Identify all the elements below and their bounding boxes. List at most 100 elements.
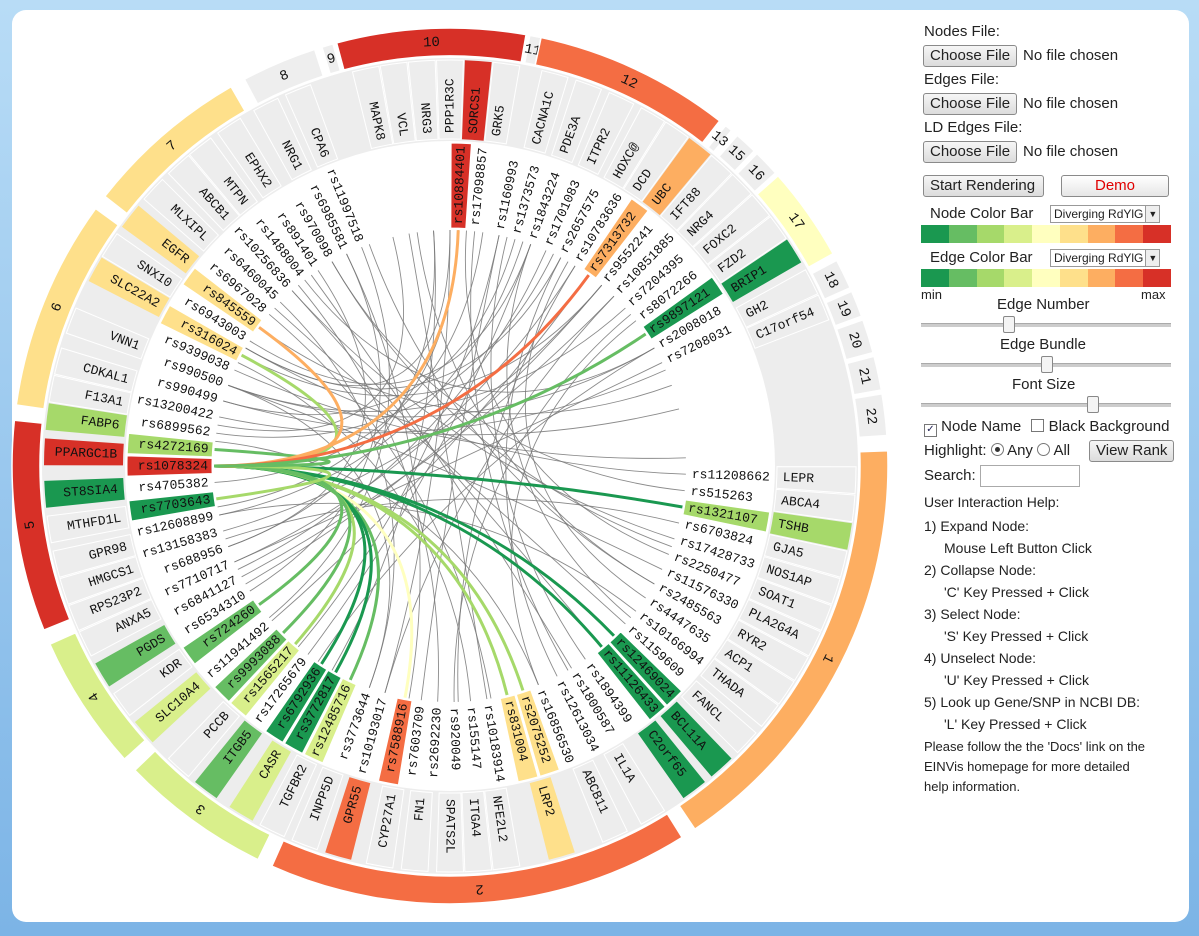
gene-node[interactable] — [642, 137, 711, 216]
snp-node[interactable] — [642, 592, 725, 656]
view-rank-button[interactable]: View Rank — [1089, 440, 1175, 462]
gene-node[interactable] — [638, 720, 705, 799]
chromosome-segment[interactable] — [736, 152, 777, 193]
gene-node[interactable] — [572, 759, 629, 843]
snp-node[interactable] — [667, 547, 754, 598]
gene-node[interactable] — [659, 154, 733, 232]
snp-node[interactable] — [128, 491, 217, 522]
edge[interactable] — [465, 230, 669, 555]
snp-node[interactable] — [377, 697, 413, 786]
snp-node[interactable] — [150, 324, 237, 377]
snp-node[interactable] — [213, 628, 288, 703]
chromosome-segment[interactable] — [810, 259, 852, 301]
gene-node[interactable] — [365, 785, 405, 869]
gene-node[interactable] — [229, 740, 291, 821]
gene-node[interactable] — [707, 215, 787, 284]
edge[interactable] — [331, 261, 672, 548]
chromosome-segment[interactable] — [853, 392, 888, 439]
chromosome-segment[interactable] — [15, 207, 120, 410]
font-size-slider[interactable] — [921, 396, 1171, 413]
snp-node[interactable] — [479, 699, 512, 788]
snp-node[interactable] — [682, 499, 771, 533]
gene-node[interactable] — [436, 59, 464, 140]
gene-node[interactable] — [101, 233, 183, 298]
edge[interactable] — [274, 307, 626, 625]
edge-color-scheme-select[interactable]: Diverging RdYlG ▼ — [1050, 249, 1161, 267]
edge[interactable] — [524, 261, 646, 599]
snp-node[interactable] — [685, 482, 773, 511]
snp-node[interactable] — [621, 618, 698, 691]
gene-node[interactable] — [121, 205, 200, 274]
highlight-any-radio[interactable] — [990, 443, 1004, 456]
highlight-all-radio[interactable] — [1037, 443, 1051, 456]
snp-node[interactable] — [609, 631, 683, 706]
chromosome-segment[interactable] — [825, 290, 863, 327]
snp-node[interactable] — [583, 198, 649, 279]
snp-node[interactable] — [298, 170, 354, 257]
edge[interactable] — [271, 274, 590, 622]
gene-node[interactable] — [325, 777, 371, 860]
gene-node[interactable] — [143, 178, 220, 252]
black-background-checkbox[interactable] — [1031, 419, 1045, 432]
snp-node[interactable] — [136, 523, 225, 566]
gene-node[interactable] — [700, 657, 779, 728]
edge[interactable] — [416, 232, 655, 585]
snp-node[interactable] — [126, 432, 214, 458]
snp-node[interactable] — [462, 701, 489, 790]
edge[interactable] — [490, 236, 586, 660]
snp-node[interactable] — [642, 276, 725, 340]
snp-node[interactable] — [279, 180, 339, 265]
gene-node[interactable] — [550, 79, 603, 164]
snp-node[interactable] — [329, 686, 377, 774]
snp-node[interactable] — [651, 295, 736, 355]
gene-node[interactable] — [577, 91, 635, 176]
snp-node[interactable] — [260, 191, 324, 274]
snp-node[interactable] — [126, 474, 214, 500]
chromosome-segment[interactable] — [678, 449, 889, 831]
edge[interactable] — [245, 347, 686, 475]
edge[interactable] — [505, 257, 562, 677]
gene-node[interactable] — [44, 438, 124, 466]
gene-node[interactable] — [523, 69, 569, 154]
gene-node[interactable] — [773, 488, 856, 523]
edge[interactable] — [249, 253, 381, 592]
gene-node[interactable] — [195, 720, 262, 799]
snp-node[interactable] — [499, 694, 539, 783]
gene-node[interactable] — [400, 790, 433, 872]
gene-node[interactable] — [714, 639, 795, 705]
snp-node[interactable] — [596, 642, 666, 721]
snp-node[interactable] — [182, 267, 263, 333]
snp-node[interactable] — [659, 562, 746, 618]
gene-node[interactable] — [484, 787, 521, 871]
gene-node[interactable] — [721, 239, 802, 303]
gene-node[interactable] — [726, 619, 809, 682]
snp-node[interactable] — [515, 689, 561, 777]
edge[interactable] — [279, 301, 395, 688]
snp-node[interactable] — [150, 555, 237, 608]
gene-node[interactable] — [379, 61, 416, 145]
gene-node[interactable] — [284, 84, 339, 168]
snp-node[interactable] — [579, 655, 645, 737]
gene-node[interactable] — [745, 294, 830, 349]
edge[interactable] — [217, 236, 404, 432]
edge[interactable] — [228, 230, 435, 548]
snp-node[interactable] — [283, 669, 342, 754]
snp-node[interactable] — [264, 660, 328, 743]
gene-node[interactable] — [461, 790, 493, 873]
snp-node[interactable] — [450, 142, 472, 230]
snp-node[interactable] — [539, 166, 592, 253]
search-input[interactable] — [979, 465, 1080, 487]
snp-node[interactable] — [142, 345, 230, 393]
edge[interactable] — [408, 233, 488, 700]
gene-node[interactable] — [52, 533, 137, 578]
gene-node[interactable] — [88, 257, 170, 318]
snp-node[interactable] — [569, 186, 631, 269]
snp-node[interactable] — [159, 304, 245, 362]
chromosome-segment[interactable] — [270, 812, 684, 905]
gene-node[interactable] — [351, 65, 394, 150]
gene-node[interactable] — [748, 577, 832, 632]
gene-node[interactable] — [291, 766, 344, 851]
chromosome-segment[interactable] — [335, 27, 527, 71]
snp-node[interactable] — [659, 314, 746, 370]
